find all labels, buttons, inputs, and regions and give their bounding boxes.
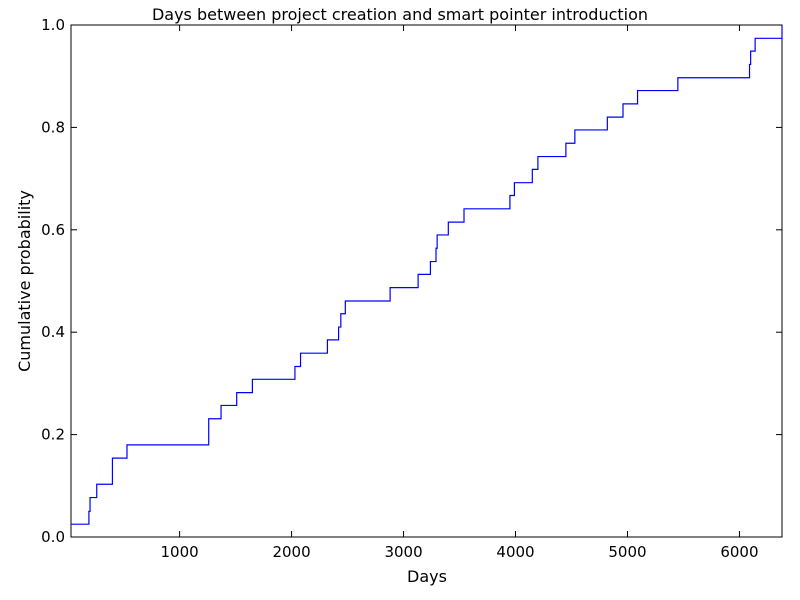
x-tick-label: 1000: [161, 543, 199, 561]
y-tick-label: 0.4: [41, 323, 65, 341]
x-axis-label: Days: [407, 567, 447, 586]
chart-title: Days between project creation and smart …: [152, 5, 648, 24]
y-axis-label: Cumulative probability: [15, 190, 34, 372]
plot-area: [70, 24, 783, 538]
y-tick-label: 1.0: [41, 16, 65, 34]
x-axis: 1000 2000 3000 4000 5000 6000: [161, 25, 759, 561]
x-tick-label: 6000: [720, 543, 758, 561]
y-axis: 0.0 0.2 0.4 0.6 0.8 1.0: [41, 16, 782, 546]
x-tick-label: 4000: [496, 543, 534, 561]
x-tick-label: 3000: [384, 543, 422, 561]
cdf-line: [71, 25, 783, 525]
y-tick-label: 0.0: [41, 528, 65, 546]
plot-frame: [70, 24, 783, 538]
x-tick-label: 2000: [272, 543, 310, 561]
y-tick-label: 0.8: [41, 118, 65, 136]
y-tick-label: 0.2: [41, 426, 65, 444]
x-tick-label: 5000: [608, 543, 646, 561]
y-tick-label: 0.6: [41, 221, 65, 239]
